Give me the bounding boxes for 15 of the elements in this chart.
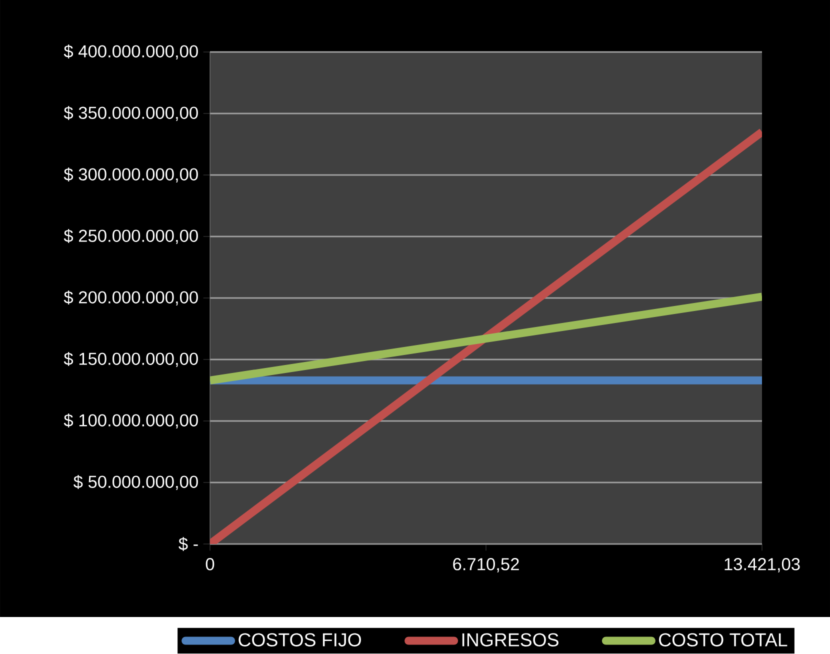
y-tick-label: $ -: [178, 537, 198, 552]
y-tick-label: $ 100.000.000,00: [64, 414, 198, 429]
y-tick-label: $ 250.000.000,00: [64, 229, 198, 244]
y-tick-label: $ 50.000.000,00: [74, 475, 198, 490]
y-tick-label: $ 300.000.000,00: [64, 168, 198, 183]
x-tick-label: 13.421,03: [724, 558, 800, 573]
legend-label: INGRESOS: [462, 633, 558, 647]
y-tick-label: $ 400.000.000,00: [64, 44, 198, 60]
x-tick-label: 0: [206, 558, 214, 571]
legend-label: COSTO TOTAL: [659, 633, 788, 647]
y-tick-label: $ 200.000.000,00: [64, 290, 198, 306]
x-tick-label: 6.710,52: [453, 558, 519, 573]
y-tick-label: $ 150.000.000,00: [64, 352, 198, 368]
y-tick-label: $ 350.000.000,00: [64, 106, 198, 122]
legend-label: COSTOS FIJO: [238, 633, 361, 647]
